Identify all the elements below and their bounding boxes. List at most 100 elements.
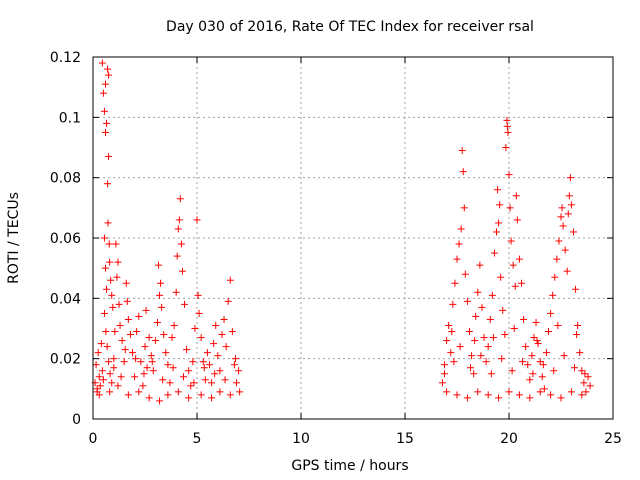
- data-point: [208, 394, 216, 402]
- data-point: [558, 204, 566, 212]
- data-point: [498, 355, 506, 363]
- data-point: [147, 352, 155, 360]
- y-tick-label: 0: [72, 412, 81, 428]
- data-point: [216, 367, 224, 375]
- data-point: [174, 388, 182, 396]
- data-point: [104, 65, 112, 73]
- data-point: [199, 358, 207, 366]
- data-point: [153, 318, 161, 326]
- data-point: [110, 355, 118, 363]
- x-tick-label: 20: [500, 431, 518, 447]
- data-point: [224, 297, 232, 305]
- data-point: [201, 376, 209, 384]
- data-point: [482, 358, 490, 366]
- data-point: [449, 300, 457, 308]
- data-point: [96, 382, 104, 390]
- data-point: [513, 216, 521, 224]
- data-point: [578, 367, 586, 375]
- data-point: [101, 264, 109, 272]
- data-point: [139, 382, 147, 390]
- data-point: [522, 343, 530, 351]
- data-point: [122, 279, 130, 287]
- data-point: [470, 370, 478, 378]
- data-point: [145, 394, 153, 402]
- data-point: [532, 318, 540, 326]
- data-point: [164, 391, 172, 399]
- data-point: [586, 382, 594, 390]
- data-point: [103, 119, 111, 127]
- data-point: [538, 373, 546, 381]
- data-point: [484, 391, 492, 399]
- data-point: [190, 379, 198, 387]
- data-point: [116, 321, 124, 329]
- data-point: [494, 186, 502, 194]
- data-point: [103, 285, 111, 293]
- data-point: [509, 261, 517, 269]
- data-point: [106, 258, 114, 266]
- data-point: [228, 328, 236, 336]
- data-point: [484, 343, 492, 351]
- data-point: [191, 325, 199, 332]
- data-point: [135, 312, 143, 320]
- data-point: [155, 261, 163, 269]
- data-point: [177, 240, 185, 248]
- data-point: [123, 297, 131, 305]
- data-point: [565, 192, 573, 200]
- data-point: [108, 291, 116, 299]
- data-point: [109, 303, 117, 311]
- data-point: [156, 291, 164, 299]
- data-point: [103, 343, 111, 351]
- data-point: [172, 288, 180, 296]
- data-point: [100, 309, 108, 317]
- data-point: [166, 379, 174, 387]
- data-point: [542, 349, 550, 357]
- data-point: [571, 364, 579, 372]
- data-point: [220, 315, 228, 323]
- data-point: [226, 276, 234, 284]
- data-point: [230, 361, 238, 369]
- data-point: [132, 355, 140, 363]
- data-point: [124, 315, 132, 323]
- data-point: [143, 364, 151, 372]
- data-point: [129, 349, 137, 357]
- data-point: [515, 255, 523, 263]
- data-point: [539, 361, 547, 369]
- y-tick-label: 0.06: [50, 231, 81, 247]
- data-point: [493, 228, 501, 236]
- x-tick-label: 5: [193, 431, 202, 447]
- data-point: [564, 210, 572, 218]
- data-point: [124, 391, 132, 399]
- data-point: [457, 225, 465, 233]
- data-point: [460, 204, 468, 212]
- data-point: [120, 358, 128, 366]
- data-point: [99, 89, 107, 97]
- data-point: [508, 367, 516, 375]
- y-tick-label: 0.12: [50, 50, 81, 66]
- data-point: [141, 343, 149, 351]
- data-point: [105, 240, 113, 248]
- data-point: [114, 258, 122, 266]
- data-point: [185, 394, 193, 402]
- data-point: [488, 291, 496, 299]
- data-point: [499, 306, 507, 314]
- data-point: [159, 376, 167, 384]
- data-point: [121, 346, 129, 354]
- data-point: [572, 285, 580, 293]
- y-tick-label: 0.08: [50, 171, 81, 187]
- data-point: [214, 352, 222, 360]
- data-point: [174, 225, 182, 233]
- data-point: [95, 373, 103, 381]
- data-point: [474, 388, 482, 396]
- data-point: [216, 388, 224, 396]
- data-point: [108, 379, 116, 387]
- data-point: [453, 255, 461, 263]
- data-point: [158, 303, 166, 311]
- data-point: [536, 388, 544, 396]
- data-point: [115, 300, 123, 308]
- data-point: [118, 337, 126, 345]
- data-point: [181, 300, 189, 308]
- data-point: [569, 228, 577, 236]
- data-point: [445, 321, 453, 329]
- chart-title: Day 030 of 2016, Rate Of TEC Index for r…: [166, 19, 534, 35]
